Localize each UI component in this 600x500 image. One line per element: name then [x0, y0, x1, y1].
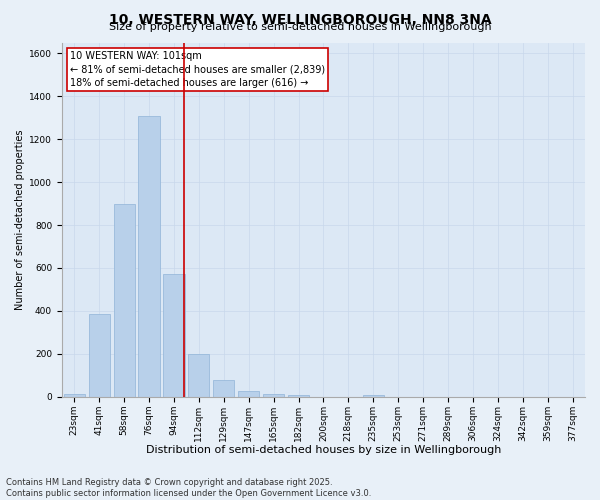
- Bar: [64, 394, 85, 397]
- Text: Contains HM Land Registry data © Crown copyright and database right 2025.
Contai: Contains HM Land Registry data © Crown c…: [6, 478, 371, 498]
- X-axis label: Distribution of semi-detached houses by size in Wellingborough: Distribution of semi-detached houses by …: [146, 445, 501, 455]
- Bar: [238, 392, 259, 397]
- Bar: [263, 394, 284, 397]
- Bar: [213, 380, 235, 397]
- Bar: [113, 204, 135, 397]
- Bar: [188, 354, 209, 397]
- Text: Size of property relative to semi-detached houses in Wellingborough: Size of property relative to semi-detach…: [109, 22, 491, 32]
- Bar: [163, 274, 185, 397]
- Bar: [89, 314, 110, 397]
- Text: 10 WESTERN WAY: 101sqm
← 81% of semi-detached houses are smaller (2,839)
18% of : 10 WESTERN WAY: 101sqm ← 81% of semi-det…: [70, 52, 325, 88]
- Bar: [139, 116, 160, 397]
- Y-axis label: Number of semi-detached properties: Number of semi-detached properties: [15, 130, 25, 310]
- Text: 10, WESTERN WAY, WELLINGBOROUGH, NN8 3NA: 10, WESTERN WAY, WELLINGBOROUGH, NN8 3NA: [109, 12, 491, 26]
- Bar: [362, 394, 384, 397]
- Bar: [288, 394, 309, 397]
